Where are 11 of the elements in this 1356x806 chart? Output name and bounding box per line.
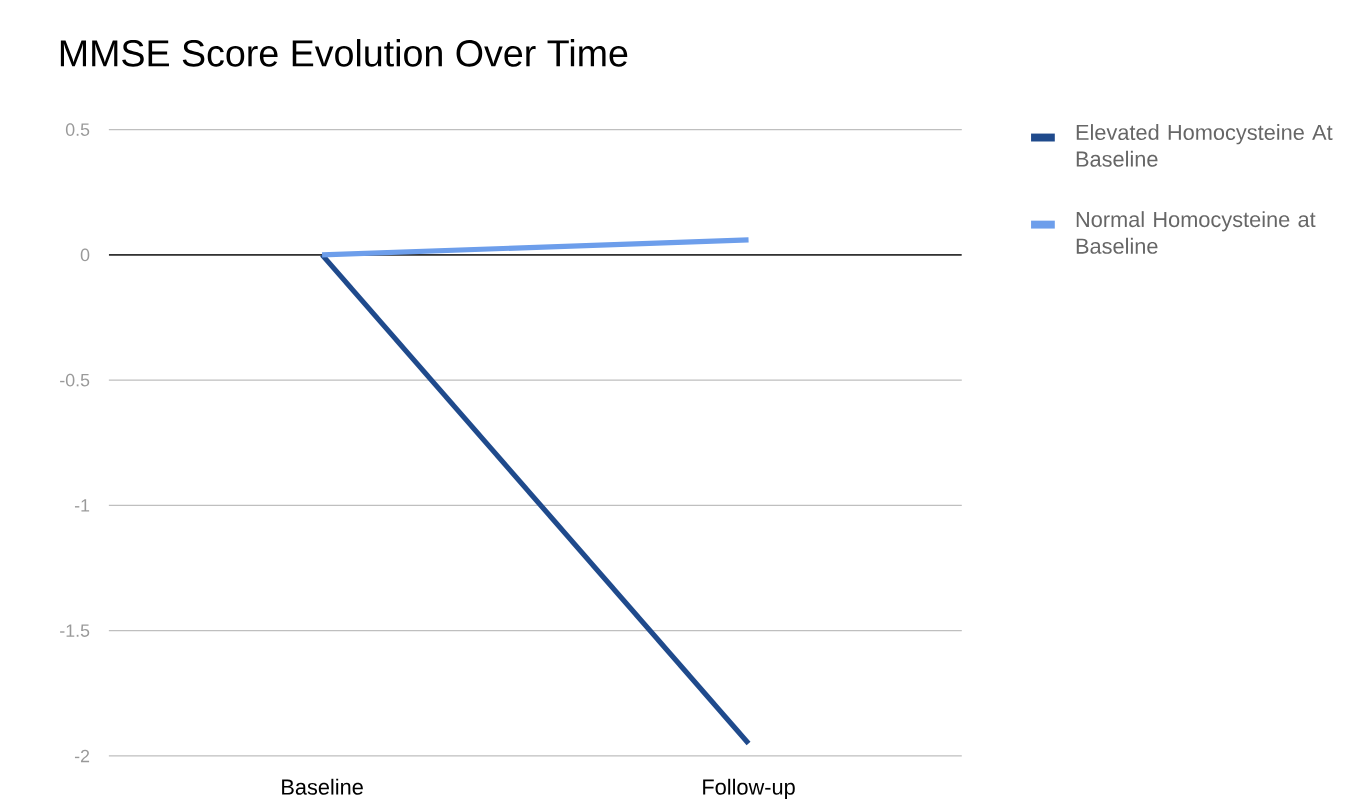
chart-title: MMSE Score Evolution Over Time: [60, 39, 628, 67]
x-tick-label: Follow-up: [703, 778, 795, 800]
y-tick-label: -1: [74, 499, 90, 512]
legend-label: Normal Homocysteine at Baseline: [1076, 211, 1316, 255]
y-tick-label: 0: [80, 248, 90, 262]
y-tick-label: -0.5: [60, 374, 90, 387]
y-tick-label: 0.5: [65, 123, 90, 137]
y-tick-label: -2: [74, 749, 90, 763]
y-tick-label: -1.5: [60, 624, 90, 638]
legend-label: Elevated Homocysteine At Baseline: [1076, 124, 1333, 167]
x-tick-label: Baseline: [282, 778, 363, 795]
